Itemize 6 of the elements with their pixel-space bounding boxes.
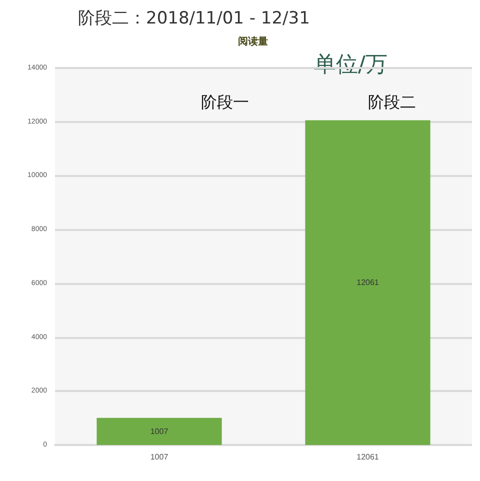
annotation: 阶段一: [201, 92, 249, 112]
text: 阶段二：2018/11/01 - 12/31: [78, 8, 310, 28]
annotation: 阶段二: [368, 92, 416, 112]
data-label: 12061: [356, 278, 380, 288]
data-label: 1007: [150, 426, 169, 436]
chart-title: 阅读量: [238, 36, 268, 48]
